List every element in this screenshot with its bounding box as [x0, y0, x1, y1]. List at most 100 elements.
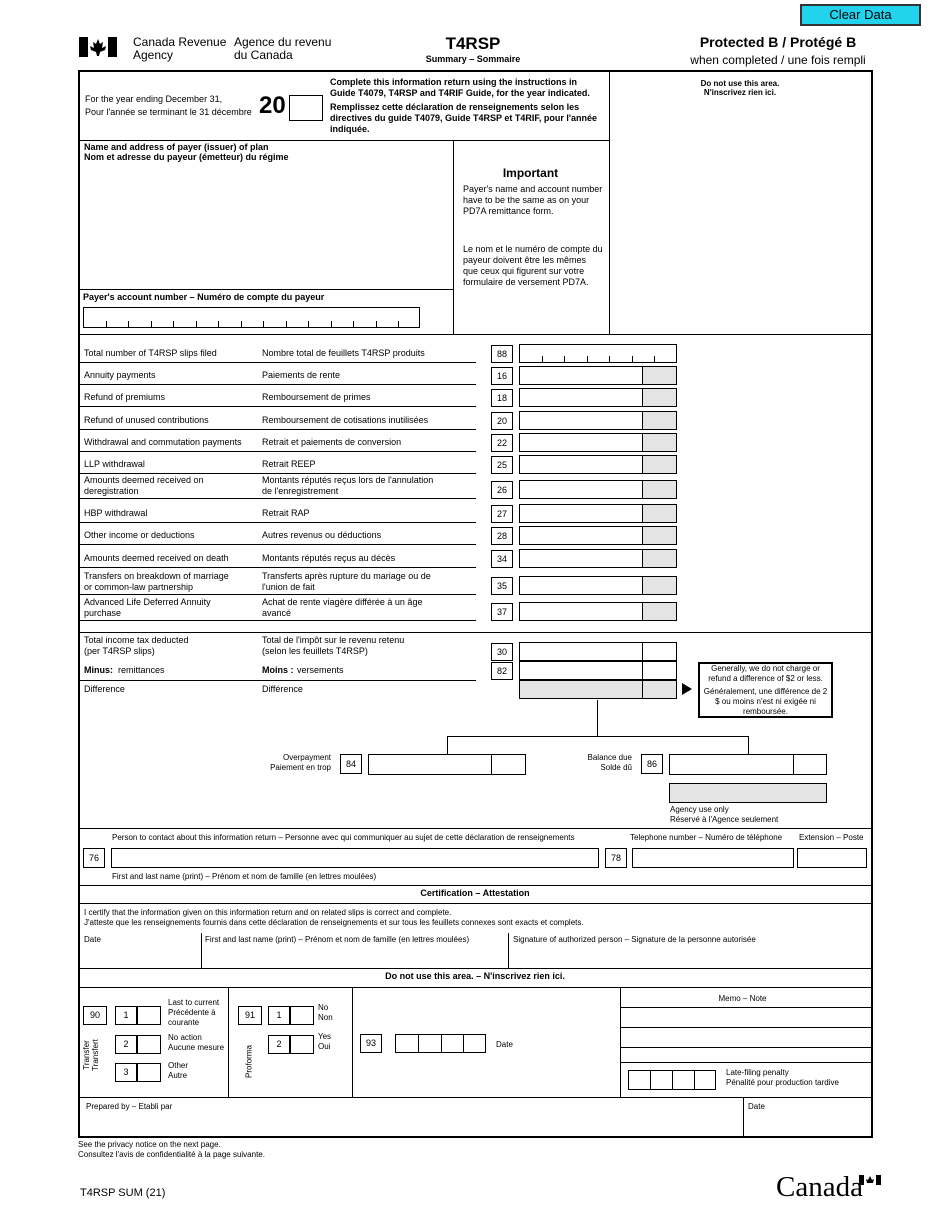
cents-input[interactable] [642, 504, 677, 523]
cents-input [642, 680, 677, 699]
amount-label-en: Total number of T4RSP slips filed [84, 348, 217, 358]
box-number: 82 [491, 662, 513, 680]
year-label-en: For the year ending December 31, [85, 94, 223, 104]
certification-fr: J'atteste que les renseignements fournis… [84, 918, 584, 927]
rule [620, 1047, 872, 1048]
tax-label-en: Total income tax deducted (per T4RSP sli… [84, 635, 189, 656]
transfer-label: Transfer Transfert [82, 1039, 100, 1071]
box-number: 86 [641, 754, 663, 774]
option-label: Last to current Précédente à courante [168, 998, 220, 1027]
name-input[interactable] [111, 848, 599, 868]
canada-flag-logo [79, 37, 117, 57]
rule [597, 700, 598, 736]
agency-use-label: Agency use only Réservé à l'Agence seule… [670, 805, 779, 824]
rule [80, 594, 476, 595]
phone-input[interactable] [632, 848, 794, 868]
box-number: 78 [605, 848, 627, 868]
rule [564, 356, 565, 362]
form-title: T4RSP [445, 34, 501, 53]
privacy-fr: Consultez l'avis de confidentialité à la… [78, 1150, 265, 1159]
protected-label: Protected B / Protégé B [699, 34, 857, 50]
check-input[interactable] [137, 1035, 161, 1054]
office-use-en: Do not use this area. [700, 79, 780, 88]
arrow [682, 683, 692, 695]
contact-label: Person to contact about this information… [112, 833, 575, 842]
name-note: First and last name (print) – Prénom et … [112, 872, 377, 881]
cents-input[interactable] [642, 602, 677, 621]
box-number: 1 [268, 1006, 290, 1025]
overpayment-label: Overpayment Paiement en trop [270, 753, 331, 772]
cents-input[interactable] [642, 661, 677, 680]
box-number: 37 [491, 603, 513, 621]
rule [78, 140, 609, 141]
prepared-label: Prepared by – Etabli par [86, 1102, 173, 1111]
rule [743, 1097, 744, 1137]
amount-input[interactable] [368, 754, 492, 775]
cents-input[interactable] [642, 526, 677, 545]
amount-label-fr: Nombre total de feuillets T4RSP produits [262, 348, 425, 358]
cents-input[interactable] [491, 754, 526, 775]
rule [78, 885, 873, 886]
extension-label: Extension – Poste [799, 833, 864, 842]
proforma-label: Proforma [244, 1045, 254, 1078]
rule [631, 356, 633, 362]
cents-input[interactable] [642, 576, 677, 595]
check-input[interactable] [137, 1063, 161, 1082]
form-id: T4RSP SUM (21) [80, 1187, 166, 1199]
option-label: No Non [318, 1003, 333, 1022]
minus-label-fr-bold: Moins : [262, 665, 294, 675]
rule [508, 933, 509, 968]
option-label: Other Autre [168, 1061, 189, 1080]
agency-name-en: Canada Revenue Agency [133, 35, 227, 62]
payer-name-label-fr: Nom et adresse du payeur (émetteur) du r… [84, 152, 289, 162]
check-input[interactable] [137, 1006, 161, 1025]
amount-input[interactable] [669, 754, 794, 775]
rule [195, 321, 197, 327]
minus-label-bold: Minus: [84, 665, 113, 675]
date-label: Date [748, 1102, 765, 1111]
instructions-en: Complete this information return using t… [330, 77, 590, 98]
box-number: 2 [268, 1035, 290, 1054]
rule [620, 987, 621, 1097]
rule [78, 968, 873, 969]
amount-label-en: Annuity payments [84, 370, 156, 380]
cents-input[interactable] [642, 455, 677, 474]
rule [228, 987, 229, 1097]
box-number: 2 [115, 1035, 137, 1054]
extension-input[interactable] [797, 848, 867, 868]
amount-label-fr: Remboursement de cotisations inutilisées [262, 415, 429, 425]
amount-label-fr: Retrait REEP [262, 459, 316, 469]
check-input[interactable] [290, 1006, 314, 1025]
instructions-fr: Remplissez cette déclaration de renseign… [330, 102, 598, 134]
rule [78, 828, 873, 829]
cents-input[interactable] [642, 549, 677, 568]
rule [353, 321, 354, 327]
rule [609, 70, 610, 335]
rule [398, 321, 399, 327]
amount-input[interactable] [519, 344, 677, 363]
cents-input[interactable] [642, 642, 677, 661]
box-number: 90 [83, 1006, 107, 1025]
rule [201, 933, 202, 968]
box-number: 20 [491, 412, 513, 430]
check-input[interactable] [290, 1035, 314, 1054]
office-use-fr: N'inscrivez rien ici. [703, 88, 777, 97]
cents-input[interactable] [642, 433, 677, 452]
cents-input[interactable] [642, 411, 677, 430]
rule [173, 321, 174, 327]
amount-label-fr: Achat de rente viagère différée à un âge… [262, 597, 423, 618]
option-label: Yes Oui [318, 1032, 332, 1051]
account-number-input[interactable] [83, 307, 420, 328]
box-number: 30 [491, 643, 513, 661]
amount-label-fr: Montants réputés reçus lors de l'annulat… [262, 475, 434, 496]
cents-input[interactable] [642, 388, 677, 407]
rule [650, 1070, 651, 1090]
clear-data-button[interactable]: Clear Data [800, 4, 921, 26]
cents-input[interactable] [642, 480, 677, 499]
wordmark-flag [859, 1175, 881, 1185]
cents-input[interactable] [793, 754, 827, 775]
balance-label: Balance due Solde dû [587, 753, 632, 772]
year-input[interactable] [289, 95, 323, 121]
date-label: Date [496, 1040, 513, 1049]
cents-input[interactable] [642, 366, 677, 385]
